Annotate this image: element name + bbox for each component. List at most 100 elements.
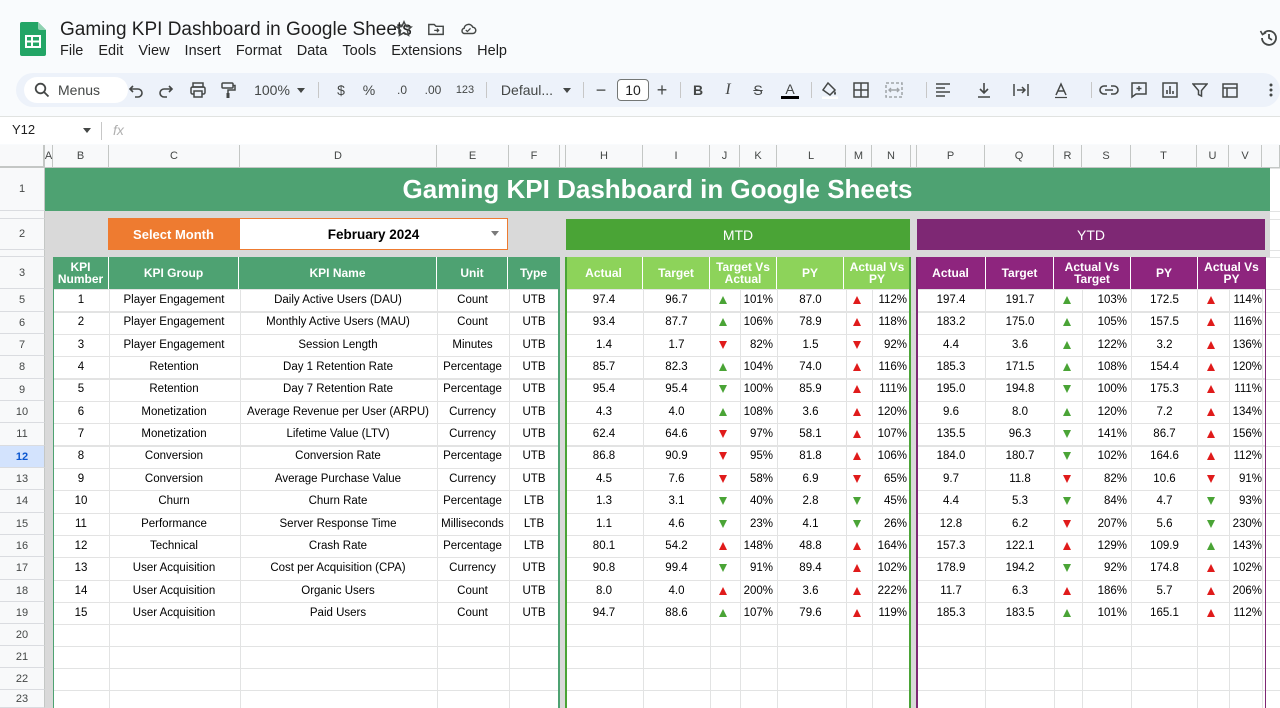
row-header[interactable]: 15 [0,513,45,535]
cell-y-target[interactable]: 6.2 [986,513,1054,535]
cell-num[interactable]: 13 [53,557,109,579]
cell-m-target[interactable]: 1.7 [643,334,710,356]
row-header[interactable]: 14 [0,490,45,513]
cell-y-avt[interactable]: 129% [1054,535,1131,557]
column-header[interactable]: L [777,145,846,168]
cell-y-py[interactable]: 5.6 [1131,513,1198,535]
font-size-input[interactable]: 10 [617,79,649,101]
cell-group[interactable]: User Acquisition [109,580,239,602]
row-header[interactable]: 6 [0,312,45,334]
cell-y-py[interactable]: 3.2 [1131,334,1198,356]
cell-unit[interactable]: Percentage [437,378,508,400]
cell-unit[interactable]: Currency [437,423,508,445]
column-header[interactable]: C [109,145,240,168]
cell-num[interactable]: 1 [53,289,109,311]
column-header[interactable]: K [740,145,777,168]
menu-tools[interactable]: Tools [342,43,377,59]
cloud-saved-icon[interactable] [459,20,477,38]
menu-data[interactable]: Data [296,43,328,59]
cell-y-actual[interactable]: 9.6 [916,401,986,423]
row-header[interactable]: 18 [0,580,45,602]
cell-y-avt[interactable]: 207% [1054,513,1131,535]
cell-m-avp[interactable]: 45% [844,490,911,512]
cell-y-avp[interactable]: 114% [1198,289,1266,311]
cell-y-target[interactable]: 3.6 [986,334,1054,356]
cell-y-avt[interactable]: 92% [1054,557,1131,579]
zoom-select[interactable]: 100% [254,82,290,98]
cell-m-py[interactable]: 78.9 [777,311,844,333]
cell-m-avp[interactable]: 119% [844,602,911,624]
cell-y-actual[interactable]: 195.0 [916,378,986,400]
column-header[interactable]: F [509,145,560,168]
cell-y-avp[interactable]: 116% [1198,311,1266,333]
cell-num[interactable]: 3 [53,334,109,356]
cell-group[interactable]: User Acquisition [109,557,239,579]
column-header[interactable]: P [917,145,985,168]
cell-m-avp[interactable]: 222% [844,580,911,602]
horizontal-align-icon[interactable] [934,82,952,98]
cell-m-avp[interactable]: 112% [844,289,911,311]
cell-type[interactable]: UTB [508,423,560,445]
cell-y-actual[interactable]: 184.0 [916,445,986,467]
font-family-select[interactable]: Defaul... [500,82,554,98]
cell-group[interactable]: Player Engagement [109,289,239,311]
formula-input[interactable] [135,119,1275,143]
row-header[interactable]: 23 [0,690,45,708]
cell-y-actual[interactable]: 4.4 [916,334,986,356]
cell-y-actual[interactable]: 9.7 [916,468,986,490]
vertical-align-icon[interactable] [976,81,992,99]
cell-name[interactable]: Day 7 Retention Rate [239,378,437,400]
column-header[interactable]: S [1082,145,1131,168]
cell-y-py[interactable]: 10.6 [1131,468,1198,490]
cell-m-target[interactable]: 4.0 [643,401,710,423]
row-header[interactable]: 2 [0,219,45,250]
cell-m-actual[interactable]: 62.4 [565,423,643,445]
cell-y-py[interactable]: 175.3 [1131,378,1198,400]
cell-m-py[interactable]: 87.0 [777,289,844,311]
cell-y-target[interactable]: 6.3 [986,580,1054,602]
cell-unit[interactable]: Percentage [437,490,508,512]
zoom-chevron-down-icon[interactable] [297,88,305,93]
cell-unit[interactable]: Count [437,580,508,602]
cell-group[interactable]: Churn [109,490,239,512]
cell-type[interactable]: UTB [508,378,560,400]
cell-unit[interactable]: Minutes [437,334,508,356]
cell-m-tva[interactable]: 97% [710,423,777,445]
row-header[interactable]: 12 [0,446,45,468]
cell-m-actual[interactable]: 1.4 [565,334,643,356]
bold-button[interactable]: B [692,82,704,98]
version-history-icon[interactable] [1258,27,1280,49]
more-formats-button[interactable]: 123 [455,84,475,96]
cell-m-py[interactable]: 48.8 [777,535,844,557]
cell-name[interactable]: Crash Rate [239,535,437,557]
insert-link-icon[interactable] [1099,82,1119,98]
month-dropdown[interactable]: February 2024 [239,218,508,250]
increase-decimal-button[interactable]: .00 [424,83,442,97]
cell-y-target[interactable]: 8.0 [986,401,1054,423]
cell-num[interactable]: 10 [53,490,109,512]
cell-y-target[interactable]: 180.7 [986,445,1054,467]
decrease-decimal-button[interactable]: .0 [396,83,407,97]
select-all-corner[interactable] [0,145,45,168]
cell-y-actual[interactable]: 178.9 [916,557,986,579]
cell-y-py[interactable]: 164.6 [1131,445,1198,467]
cell-type[interactable]: UTB [508,311,560,333]
cell-name[interactable]: Paid Users [239,602,437,624]
cell-num[interactable]: 15 [53,602,109,624]
cell-m-avp[interactable]: 106% [844,445,911,467]
menu-help[interactable]: Help [477,43,507,59]
cell-num[interactable]: 6 [53,401,109,423]
cell-unit[interactable]: Count [437,602,508,624]
row-header[interactable]: 10 [0,401,45,423]
cell-type[interactable]: LTB [508,535,560,557]
cell-m-tva[interactable]: 100% [710,378,777,400]
cell-m-tva[interactable]: 82% [710,334,777,356]
cell-m-tva[interactable]: 95% [710,445,777,467]
cell-m-py[interactable]: 74.0 [777,356,844,378]
cell-m-actual[interactable]: 93.4 [565,311,643,333]
cell-y-target[interactable]: 5.3 [986,490,1054,512]
cell-y-avt[interactable]: 141% [1054,423,1131,445]
cell-y-avt[interactable]: 122% [1054,334,1131,356]
cell-y-target[interactable]: 96.3 [986,423,1054,445]
cell-m-target[interactable]: 95.4 [643,378,710,400]
